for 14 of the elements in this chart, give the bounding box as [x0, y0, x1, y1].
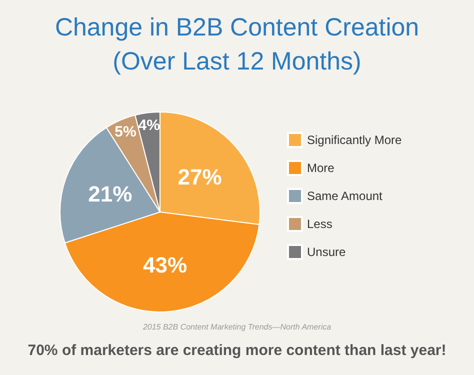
chart-subtitle: (Over Last 12 Months)	[112, 48, 362, 76]
data-label: 21%	[88, 182, 132, 207]
legend-label: More	[307, 161, 335, 175]
legend-label: Significantly More	[307, 133, 402, 147]
legend-label: Same Amount	[307, 189, 384, 203]
chart-title: Change in B2B Content Creation	[54, 14, 420, 42]
data-label: 4%	[138, 117, 160, 134]
legend-label: Less	[307, 217, 332, 231]
data-label: 43%	[142, 252, 188, 278]
data-label: 27%	[178, 164, 222, 190]
text: 2015 B2B Content Marketing Trends—North America	[142, 322, 332, 332]
text: 70% of marketers are creating more content than last year!	[28, 342, 446, 359]
data-label: 5%	[114, 124, 136, 141]
legend-label: Unsure	[307, 245, 346, 259]
